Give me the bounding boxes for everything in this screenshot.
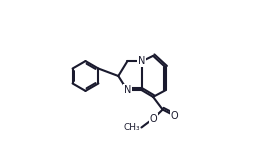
Text: N: N	[138, 56, 145, 66]
Text: O: O	[150, 114, 157, 124]
Text: N: N	[124, 85, 131, 95]
Text: CH₃: CH₃	[123, 123, 140, 132]
Text: O: O	[171, 111, 178, 121]
